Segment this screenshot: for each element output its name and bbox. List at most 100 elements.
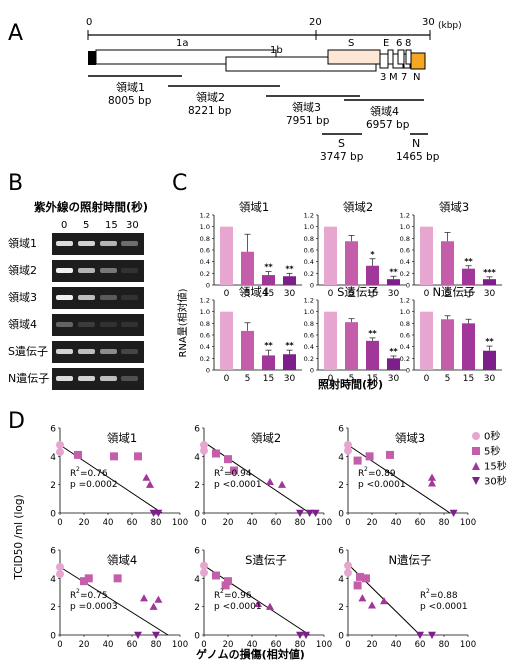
- scatter-point-5s: [134, 452, 142, 461]
- r-squared-exponent: 2: [426, 588, 430, 595]
- bar-significance: **: [389, 347, 398, 356]
- bar-y-tick-label: 0.8: [200, 235, 210, 243]
- gene-1a-label: 1a: [176, 38, 189, 49]
- scatter-point-0s: [56, 441, 64, 449]
- bar-y-tick-label: 0.2: [200, 355, 210, 363]
- r-squared-value: =0.76: [80, 469, 108, 479]
- gene-7-label: 7: [401, 72, 407, 83]
- scatter-point-0s: [56, 570, 64, 579]
- scatter-x-tick-label: 60: [271, 518, 282, 528]
- bar-y-tick-label: 0.2: [304, 270, 314, 278]
- legend-label: 30秒: [484, 475, 507, 488]
- gel-band: [121, 376, 138, 381]
- bar: [366, 265, 379, 285]
- panel-label-a: A: [8, 21, 23, 46]
- bar-y-tick-label: 1.0: [200, 223, 210, 231]
- bar-y-tick-label: 0.6: [200, 247, 210, 255]
- bar-x-tick-label: 0: [328, 374, 334, 384]
- scatter-y-tick-label: 4: [194, 453, 200, 463]
- bar-significance: **: [368, 329, 377, 338]
- legend-marker-triangle-down: [472, 477, 480, 485]
- bar-y-tick-label: 0.2: [400, 270, 410, 278]
- bar-significance: **: [389, 267, 398, 276]
- bar-y-tick-label: 1.0: [400, 308, 410, 316]
- r-squared-value: =0.94: [224, 469, 252, 479]
- bar-x-tick-label: 5: [349, 289, 355, 299]
- gene-e: [387, 49, 394, 65]
- legend-label: 0秒: [484, 430, 500, 443]
- bar-significance: **: [285, 264, 294, 273]
- scatter-point-0s: [200, 446, 208, 455]
- gene-3-label: 3: [380, 72, 386, 83]
- region-4-size: 6957 bp: [366, 119, 410, 131]
- scatter-x-tick-label: 40: [391, 518, 402, 528]
- gel-band: [78, 295, 95, 300]
- r-squared-value: =0.96: [224, 591, 252, 601]
- scatter-x-tick-label: 80: [151, 518, 162, 528]
- bar-y-tick-label: 0.6: [304, 332, 314, 340]
- p-value: p <0.0001: [420, 602, 468, 612]
- scatter-y-tick-label: 6: [194, 425, 200, 435]
- gene-n-label: N: [413, 72, 420, 83]
- legend-label: 5秒: [484, 445, 500, 458]
- scatter-x-tick-label: 40: [103, 518, 114, 528]
- scatter-point-30s: [296, 631, 304, 639]
- scatter-x-tick-label: 60: [127, 640, 138, 650]
- bar-panel: 領域1 0 0.2 0.4 0.6 0.8 1.0 1.2 0 5 ** 15 ** 30: [200, 200, 302, 299]
- gel-title: 紫外線の照射時間(秒): [34, 200, 148, 214]
- bar-y-tick-label: 1.2: [200, 212, 210, 220]
- bar-y-tick-label: 0.2: [400, 355, 410, 363]
- scatter-point-15s: [428, 479, 436, 487]
- scatter-x-tick-label: 100: [460, 640, 476, 650]
- gel-band: [78, 241, 95, 246]
- legend-marker-triangle-up: [472, 462, 480, 470]
- region-s-name: S: [338, 137, 345, 150]
- scatter-y-tick-label: 6: [338, 425, 344, 435]
- bar-y-tick-label: 1.0: [200, 308, 210, 316]
- bar-y-tick-label: 0.4: [304, 258, 314, 266]
- gene-3: [379, 53, 389, 69]
- p-value: p =0.0003: [70, 602, 118, 612]
- bar-significance: *: [370, 250, 375, 259]
- bar-y-tick-label: 0: [406, 282, 410, 290]
- scatter-x-tick-label: 0: [57, 518, 62, 528]
- bar-x-tick-label: 15: [367, 289, 378, 299]
- scatter-y-tick-label: 0: [338, 510, 344, 520]
- bar-x-tick-label: 0: [424, 289, 430, 299]
- scatter-y-axis-label: TCID50 /ml (log): [13, 494, 25, 580]
- gel-image: [52, 233, 144, 255]
- bar-x-tick-label: 30: [388, 374, 400, 384]
- bar-x-tick-label: 5: [445, 289, 451, 299]
- gel-band: [100, 322, 117, 327]
- scatter-y-tick-label: 0: [50, 510, 56, 520]
- scatter-y-tick-label: 2: [338, 481, 344, 491]
- bar-x-tick-label: 30: [284, 374, 296, 384]
- scatter-panel-title: 領域1: [107, 431, 137, 445]
- scatter-y-tick-label: 6: [50, 425, 56, 435]
- region-2-name: 領域2: [196, 90, 225, 104]
- scatter-point-15s: [266, 477, 274, 486]
- bar: [283, 354, 296, 370]
- r-squared-label: R: [420, 591, 426, 601]
- r-squared-value: =0.89: [368, 469, 396, 479]
- gene-6: [397, 49, 405, 65]
- scatter-point-0s: [56, 448, 64, 457]
- scatter-x-tick-label: 80: [439, 518, 450, 528]
- scatter-point-30s: [449, 509, 458, 517]
- scatter-point-15s: [266, 602, 274, 610]
- p-value: p =0.0002: [70, 480, 118, 490]
- bar-y-tick-label: 0.6: [400, 332, 410, 340]
- r-squared-value: =0.88: [430, 591, 458, 601]
- bar-panel: 領域4 0 0.2 0.4 0.6 0.8 1.0 1.2 0 5 ** 15 ** 30: [200, 285, 302, 384]
- gel-image: [52, 341, 144, 363]
- gel-band: [78, 322, 95, 327]
- bar-x-tick-label: 15: [463, 289, 474, 299]
- scatter-y-tick-label: 6: [50, 547, 56, 557]
- scatter-y-tick-label: 4: [50, 453, 56, 463]
- scatter-panel-title: N遺伝子: [388, 553, 431, 567]
- bar-y-tick-label: 0.4: [400, 343, 410, 351]
